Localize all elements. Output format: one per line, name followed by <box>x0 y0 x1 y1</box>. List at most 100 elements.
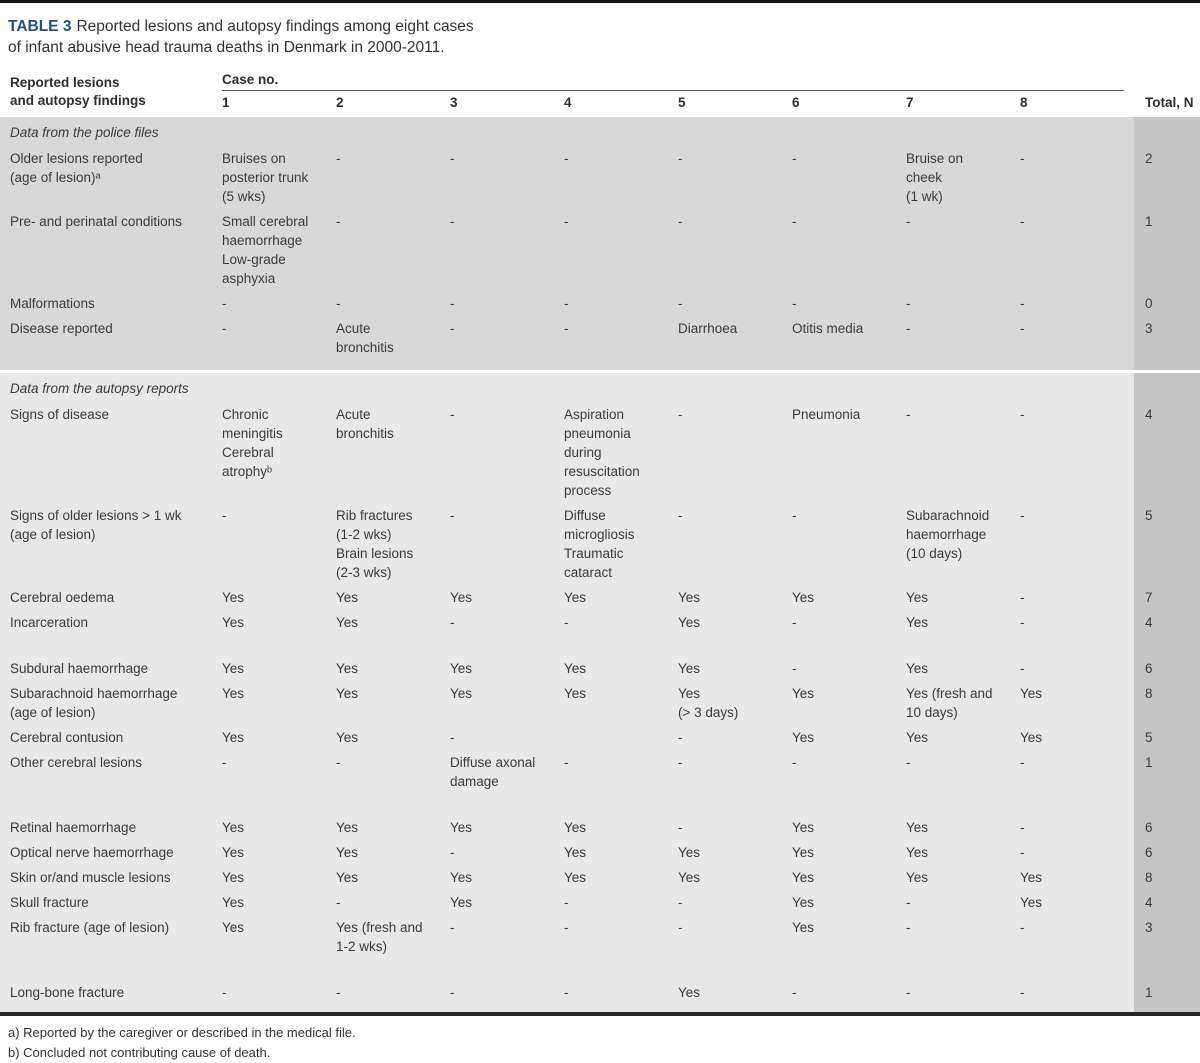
total-cell: 4 <box>1145 407 1153 422</box>
case-cell: Yes <box>792 895 815 910</box>
case-cell: - <box>792 985 797 1000</box>
case-col-header-3: 3 <box>450 95 458 110</box>
case-cell: Diffuse microgliosis Traumatic cataract <box>564 508 635 580</box>
bottom-rule <box>0 1012 1200 1016</box>
case-cell: Yes <box>564 870 587 885</box>
case-cell: Yes <box>222 615 245 630</box>
case-cell: Yes <box>450 661 473 676</box>
case-no-label: Case no. <box>222 72 1124 91</box>
case-cell: - <box>564 895 569 910</box>
case-cell: Bruise on cheek (1 wk) <box>906 151 964 204</box>
case-cell: Yes <box>792 686 815 701</box>
case-col-header-4: 4 <box>564 95 572 110</box>
case-cell: - <box>222 321 227 336</box>
case-cell: - <box>678 755 683 770</box>
case-col-header-2: 2 <box>336 95 344 110</box>
case-cell: Yes <box>336 845 359 860</box>
case-cell: - <box>1020 755 1025 770</box>
case-cell: - <box>450 151 455 166</box>
case-cell: - <box>906 321 911 336</box>
case-cell: Yes <box>678 615 701 630</box>
row-label: Pre- and perinatal conditions <box>10 214 182 229</box>
table-header: Reported lesions and autopsy findings Ca… <box>0 72 1200 117</box>
case-cell: - <box>1020 407 1025 422</box>
case-cell: Yes <box>222 686 245 701</box>
row-label: Older lesions reported (age of lesion)ᵃ <box>10 151 143 185</box>
case-cell: - <box>792 151 797 166</box>
case-cell: - <box>906 985 911 1000</box>
table-row: Subarachnoid haemorrhage (age of lesion)… <box>0 684 1200 722</box>
case-cell: - <box>678 508 683 523</box>
case-cell: - <box>906 920 911 935</box>
table-row: Disease reported - Acute bronchitis - - … <box>0 319 1200 357</box>
case-cell: - <box>678 151 683 166</box>
row-label: Signs of disease <box>10 407 110 422</box>
case-cell: Yes (fresh and 10 days) <box>906 686 993 720</box>
case-cell: Yes <box>906 615 929 630</box>
row-label: Signs of older lesions > 1 wk (age of le… <box>10 508 182 542</box>
case-cell: - <box>1020 508 1025 523</box>
case-cell: - <box>450 296 455 311</box>
case-cell: Aspiration pneumonia during resuscitatio… <box>564 407 640 498</box>
case-cell: - <box>450 508 455 523</box>
table-caption-text: Reported lesions and autopsy findings am… <box>8 18 474 56</box>
table-row: Pre- and perinatal conditions Small cere… <box>0 212 1200 288</box>
case-cell: Yes <box>792 845 815 860</box>
row-label: Optical nerve haemorrhage <box>10 845 174 860</box>
row-label: Skull fracture <box>10 895 89 910</box>
case-cell: - <box>1020 321 1025 336</box>
case-cell: Yes <box>222 920 245 935</box>
case-cell: Yes <box>792 590 815 605</box>
case-cell: Yes <box>222 870 245 885</box>
total-cell: 5 <box>1145 730 1153 745</box>
total-cell: 5 <box>1145 508 1153 523</box>
case-cell: - <box>222 296 227 311</box>
case-cell: Acute bronchitis <box>336 321 394 355</box>
case-cell: Yes <box>1020 895 1043 910</box>
total-column-band <box>1134 117 1200 370</box>
total-column-header: Total, N <box>1145 95 1194 110</box>
case-cell: - <box>906 755 911 770</box>
case-cell: - <box>1020 590 1025 605</box>
case-cell: - <box>450 321 455 336</box>
table-row: Cerebral contusion Yes Yes - - Yes Yes Y… <box>0 728 1200 747</box>
table-row: Older lesions reported (age of lesion)ᵃ … <box>0 149 1200 206</box>
case-cell: Yes <box>792 820 815 835</box>
row-label: Rib fracture (age of lesion) <box>10 920 170 935</box>
total-cell: 1 <box>1145 214 1153 229</box>
section-header: Data from the police files <box>10 125 159 140</box>
table-row: Long-bone fracture - - - - Yes - - - 1 <box>0 983 1200 1002</box>
case-cell: - <box>1020 661 1025 676</box>
case-cell: - <box>564 296 569 311</box>
total-cell: 4 <box>1145 615 1153 630</box>
case-cell: - <box>1020 296 1025 311</box>
row-label: Retinal haemorrhage <box>10 820 137 835</box>
case-cell: - <box>906 296 911 311</box>
case-cell: - <box>450 845 455 860</box>
case-cell: Acute bronchitis <box>336 407 394 441</box>
case-cell: Yes <box>792 920 815 935</box>
case-cell: - <box>1020 985 1025 1000</box>
case-cell: - <box>678 296 683 311</box>
case-cell: - <box>792 615 797 630</box>
table-row: Retinal haemorrhage Yes Yes Yes Yes - Ye… <box>0 818 1200 837</box>
case-cell: Yes <box>450 895 473 910</box>
case-cell: Yes <box>1020 686 1043 701</box>
total-cell: 2 <box>1145 151 1153 166</box>
case-cell: - <box>450 985 455 1000</box>
row-label: Subarachnoid haemorrhage (age of lesion) <box>10 686 178 720</box>
case-cell: - <box>222 755 227 770</box>
table-title: TABLE 3 Reported lesions and autopsy find… <box>8 16 478 58</box>
case-cell: - <box>450 615 455 630</box>
case-cell: - <box>678 730 683 745</box>
case-cell: - <box>1020 214 1025 229</box>
case-cell: Yes <box>336 686 359 701</box>
row-label-column-header: Reported lesions and autopsy findings <box>10 75 146 108</box>
table-row: Other cerebral lesions - - Diffuse axona… <box>0 753 1200 791</box>
case-cell: - <box>792 661 797 676</box>
case-col-header-5: 5 <box>678 95 686 110</box>
case-cell: - <box>336 214 341 229</box>
case-cell: Yes <box>336 615 359 630</box>
case-cell: Yes <box>450 590 473 605</box>
total-cell: 0 <box>1145 296 1153 311</box>
